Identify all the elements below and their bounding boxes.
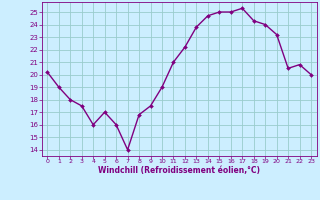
X-axis label: Windchill (Refroidissement éolien,°C): Windchill (Refroidissement éolien,°C) <box>98 166 260 175</box>
